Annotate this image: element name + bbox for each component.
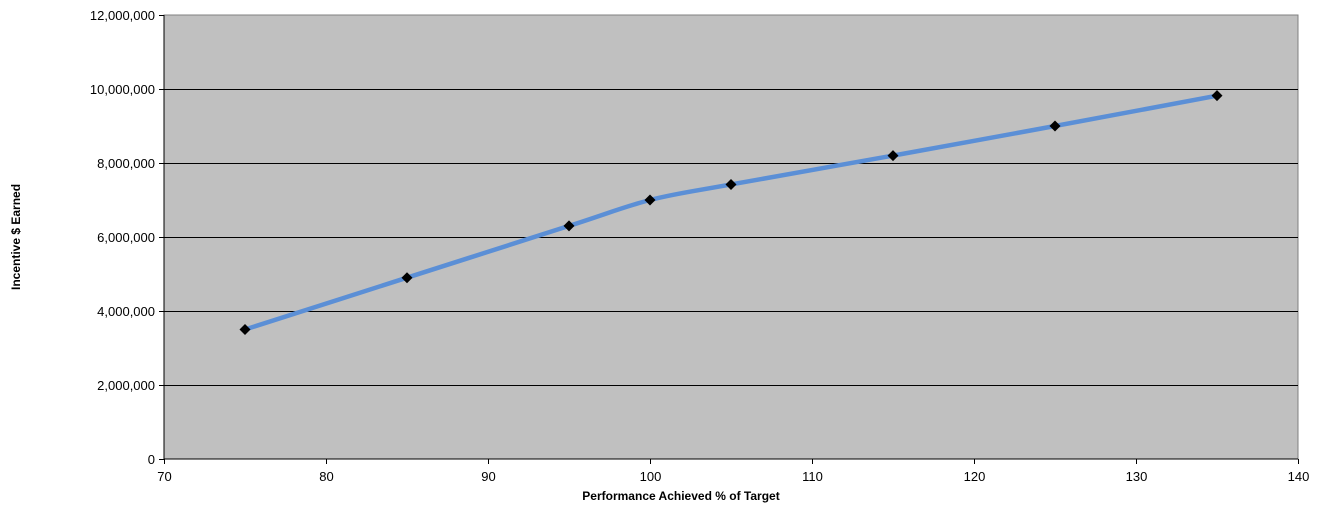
x-tick-label: 120	[964, 469, 986, 484]
x-tick-label: 130	[1126, 469, 1148, 484]
data-point	[563, 220, 575, 232]
y-tick-label: 4,000,000	[97, 304, 155, 319]
x-tick-label: 140	[1288, 469, 1310, 484]
data-point	[239, 324, 251, 335]
data-point	[644, 194, 656, 206]
y-tick-label: 2,000,000	[97, 378, 155, 393]
y-tick-label: 10,000,000	[90, 82, 155, 97]
y-tick-label: 12,000,000	[90, 8, 155, 23]
y-tick-label: 0	[148, 452, 155, 467]
data-point	[401, 272, 413, 284]
x-tick-label: 100	[640, 469, 662, 484]
gridlines	[164, 89, 1298, 386]
data-point	[1211, 90, 1223, 102]
x-tick-label: 70	[157, 469, 171, 484]
y-axis-ticks: 0 2,000,000 4,000,000 6,000,000 8,000,000 10,…	[90, 8, 164, 467]
y-tick-label: 6,000,000	[97, 230, 155, 245]
data-point	[887, 150, 899, 162]
x-tick-label: 110	[802, 469, 823, 484]
y-tick-label: 8,000,000	[97, 156, 155, 171]
series-layer	[239, 90, 1223, 335]
data-point	[725, 178, 737, 190]
x-axis-title: Performance Achieved % of Target	[582, 489, 779, 503]
data-point	[1049, 120, 1061, 132]
x-tick-label: 90	[481, 469, 495, 484]
x-tick-label: 80	[319, 469, 333, 484]
x-axis-ticks: 70 80 90 100 110 120 130 140	[157, 459, 1309, 484]
y-axis-title: Incentive $ Earned	[9, 184, 23, 290]
